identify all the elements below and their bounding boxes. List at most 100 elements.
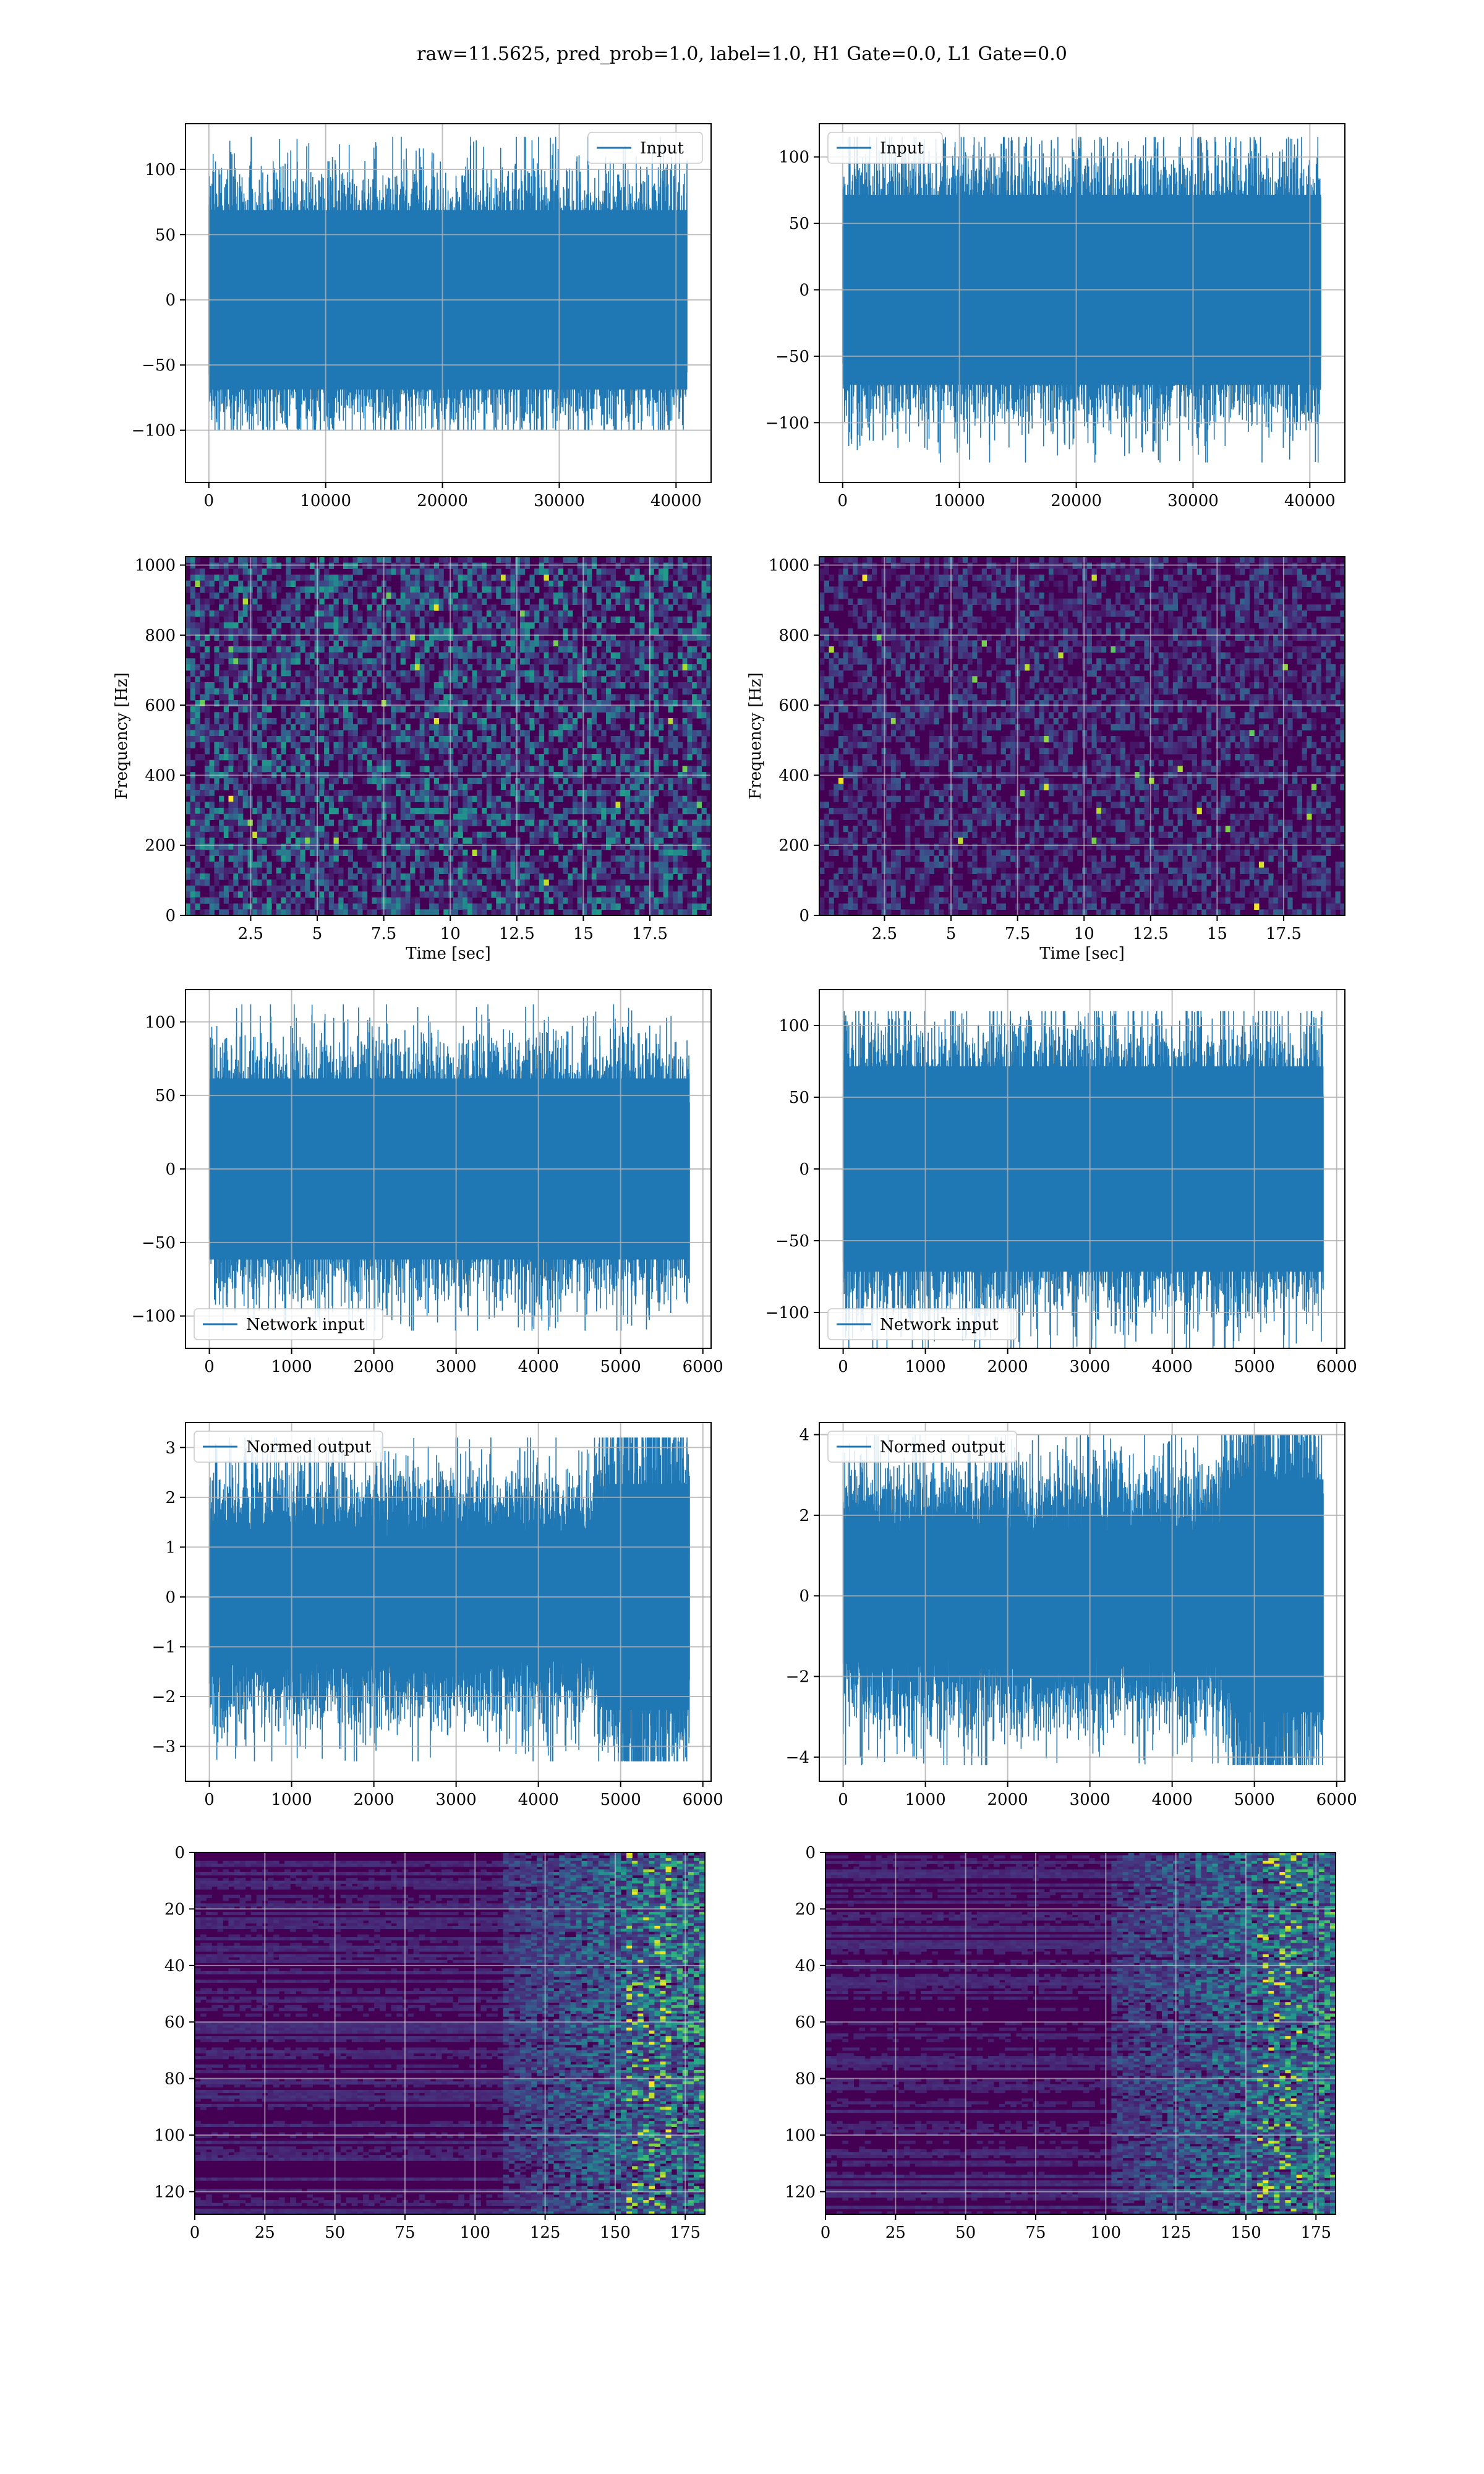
heatmap-cell [406, 886, 411, 892]
heatmap-cell [305, 712, 310, 718]
heatmap-cell [515, 850, 520, 856]
heatmap-cell [401, 575, 406, 581]
heatmap-cell [1211, 557, 1216, 563]
heatmap-cell [644, 855, 649, 862]
heatmap-cell [443, 676, 448, 682]
heatmap-cell [467, 820, 472, 826]
heatmap-cell [467, 730, 472, 736]
heatmap-cell [915, 557, 920, 563]
heatmap-cell [415, 850, 420, 856]
heatmap-cell [529, 837, 534, 844]
heatmap-cell [186, 730, 190, 736]
heatmap-cell [257, 897, 262, 904]
heatmap-cell [186, 873, 190, 880]
heatmap-cell [367, 557, 372, 563]
heatmap-cell [910, 557, 915, 563]
heatmap-cell [824, 568, 829, 575]
heatmap-cell [654, 575, 659, 581]
x-tick-label: 12.5 [499, 925, 535, 943]
heatmap-cell [529, 724, 534, 730]
heatmap-cell [205, 897, 210, 904]
heatmap-cell [229, 778, 234, 784]
heatmap-cell [520, 904, 525, 910]
heatmap-cell [391, 796, 396, 802]
heatmap-cell [190, 712, 195, 718]
heatmap-cell [663, 820, 668, 826]
heatmap-cell [372, 718, 377, 724]
heatmap-cell [496, 688, 501, 695]
heatmap-cell [520, 826, 525, 832]
heatmap-cell [644, 712, 649, 718]
heatmap-cell [243, 730, 248, 736]
heatmap-cell [324, 676, 329, 682]
heatmap-cell [573, 658, 578, 664]
heatmap-cell [301, 599, 305, 605]
heatmap-cell [515, 736, 520, 742]
heatmap-cell [296, 730, 301, 736]
heatmap-cell [391, 688, 396, 695]
heatmap-cell [305, 724, 310, 730]
heatmap-cell [463, 604, 467, 610]
heatmap-cell [496, 557, 501, 563]
heatmap-cell [487, 766, 492, 772]
heatmap-cell [210, 891, 215, 897]
heatmap-cell [616, 724, 621, 730]
heatmap-cell [238, 724, 243, 730]
heatmap-cell [386, 832, 391, 838]
heatmap-cell [257, 557, 262, 563]
heatmap-cell [415, 742, 420, 748]
heatmap-cell [678, 844, 683, 850]
heatmap-cell [214, 778, 219, 784]
heatmap-cell [257, 563, 262, 569]
heatmap-cell [301, 622, 305, 628]
heatmap-cell [281, 897, 286, 904]
heatmap-cell [1101, 575, 1106, 581]
heatmap-cell [539, 880, 544, 886]
heatmap-cell [252, 808, 257, 814]
heatmap-cell [396, 706, 401, 713]
heatmap-cell [601, 778, 606, 784]
heatmap-cell [1230, 593, 1235, 599]
heatmap-cell [219, 599, 224, 605]
heatmap-cell [683, 664, 688, 670]
heatmap-cell [343, 790, 348, 796]
heatmap-cell [1111, 575, 1115, 581]
heatmap-cell [568, 886, 573, 892]
heatmap-cell [324, 886, 329, 892]
heatmap-cell [1020, 563, 1025, 569]
heatmap-cell [544, 891, 549, 897]
heatmap-cell [634, 748, 639, 754]
heatmap-cell [492, 676, 497, 682]
heatmap-cell [673, 718, 678, 724]
heatmap-cell [563, 617, 568, 623]
heatmap-cell [267, 586, 271, 593]
heatmap-cell [415, 712, 420, 718]
heatmap-cell [348, 760, 353, 766]
heatmap-cell [291, 622, 296, 628]
heatmap-cell [639, 748, 644, 754]
heatmap-cell [616, 736, 621, 742]
heatmap-cell [886, 568, 891, 575]
heatmap-cell [539, 850, 544, 856]
heatmap-cell [482, 814, 487, 820]
heatmap-cell [697, 617, 702, 623]
heatmap-cell [568, 808, 573, 814]
heatmap-cell [644, 724, 649, 730]
heatmap-cell [534, 586, 539, 593]
heatmap-cell [348, 826, 353, 832]
heatmap-cell [329, 754, 334, 760]
heatmap-cell [534, 568, 539, 575]
heatmap-cell [477, 736, 482, 742]
heatmap-cell [291, 873, 296, 880]
heatmap-cell [838, 557, 843, 563]
heatmap-cell [1254, 575, 1259, 581]
heatmap-cell [415, 581, 420, 587]
heatmap-cell [391, 730, 396, 736]
heatmap-cell [487, 593, 492, 599]
heatmap-cell [429, 891, 434, 897]
heatmap-cell [683, 820, 688, 826]
heatmap-cell [606, 724, 611, 730]
heatmap-cell [291, 712, 296, 718]
heatmap-cell [443, 646, 448, 653]
heatmap-cell [668, 664, 673, 670]
